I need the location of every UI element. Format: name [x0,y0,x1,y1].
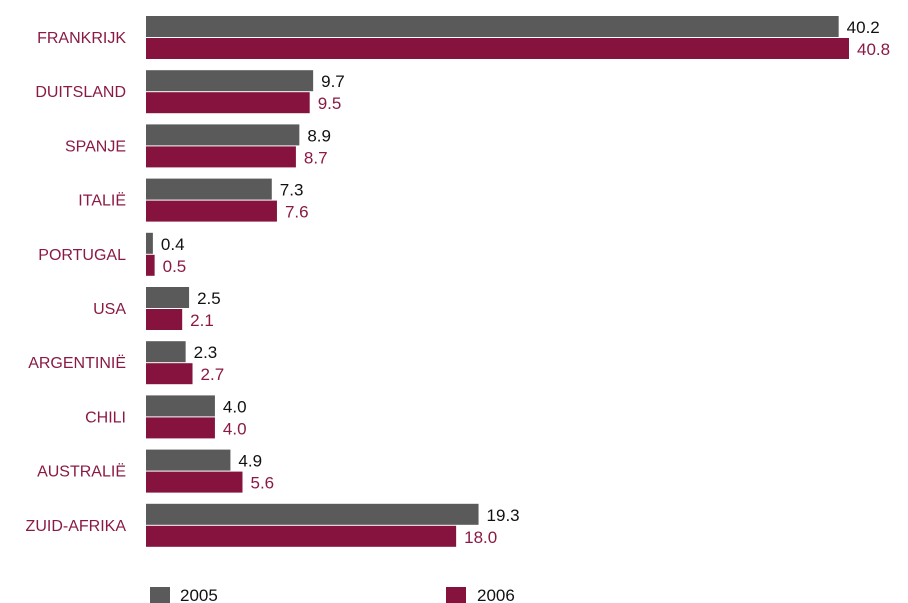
category-label: DUITSLAND [35,84,126,101]
bar-2006 [146,92,310,114]
bar-2005 [146,341,186,363]
bar-2006 [146,146,296,168]
bar-2005 [146,503,479,525]
category-label: AUSTRALIË [37,463,126,481]
value-label-2006: 9.5 [318,94,342,113]
value-label-2006: 2.7 [201,365,225,384]
legend-label-2005: 2005 [180,586,218,603]
category-label: SPANJE [65,138,126,155]
category-label: USA [93,301,126,318]
value-label-2006: 8.7 [304,148,328,167]
bar-2006 [146,254,155,276]
bar-2005 [146,395,215,417]
value-label-2005: 7.3 [280,181,304,200]
value-label-2006: 4.0 [223,419,247,438]
bar-2006 [146,417,215,439]
bar-2006 [146,309,183,330]
value-label-2006: 18.0 [464,528,497,547]
value-label-2005: 2.3 [194,343,218,362]
category-group: SPANJE 8.9 8.7 [65,124,331,168]
value-label-2005: 9.7 [321,72,345,91]
value-label-2006: 0.5 [163,257,187,276]
bar-2006 [146,471,243,493]
value-label-2005: 4.9 [238,452,262,471]
category-group: ITALIË 7.3 7.6 [78,178,309,222]
value-label-2005: 40.2 [847,18,880,37]
bar-2005 [146,449,231,471]
legend-swatch-2005 [150,587,170,603]
value-label-2006: 40.8 [857,40,890,59]
legend: 2005 2006 [150,586,515,603]
value-label-2005: 4.0 [223,397,247,416]
category-label: ZUID-AFRIKA [26,518,127,535]
value-label-2006: 2.1 [190,311,214,330]
bar-2005 [146,232,153,254]
bar-2005 [146,124,300,146]
value-label-2005: 19.3 [487,506,520,525]
value-label-2006: 5.6 [250,474,274,493]
bar-2005 [146,178,272,200]
category-group: AUSTRALIË 4.9 5.6 [37,449,274,493]
legend-label-2006: 2006 [477,586,515,603]
category-group: FRANKRIJK 40.2 40.8 [37,16,890,59]
bar-2006 [146,525,457,547]
bar-2005 [146,70,314,92]
value-label-2005: 8.9 [307,126,331,145]
bar-2006 [146,363,193,385]
bar-2006 [146,200,277,222]
plot-area: FRANKRIJK 40.2 40.8 DUITSLAND 9.7 9.5 SPANJE 8.… [26,16,890,547]
value-label-2006: 7.6 [285,203,309,222]
category-label: PORTUGAL [38,247,126,264]
value-label-2005: 0.4 [161,235,185,254]
value-label-2005: 2.5 [197,289,221,308]
category-label: FRANKRIJK [37,30,126,47]
category-label: ARGENTINIË [28,354,126,372]
bar-2005 [146,16,839,37]
category-label: CHILI [85,409,126,426]
category-group: USA 2.5 2.1 [93,287,221,330]
category-group: PORTUGAL 0.4 0.5 [38,232,187,276]
category-group: ARGENTINIË 2.3 2.7 [28,341,225,385]
category-group: ZUID-AFRIKA 19.3 18.0 [26,503,520,547]
category-label: ITALIË [78,192,126,210]
bar-2006 [146,38,849,59]
category-group: DUITSLAND 9.7 9.5 [35,70,345,114]
legend-swatch-2006 [446,587,466,603]
bar-2005 [146,287,190,308]
category-group: CHILI 4.0 4.0 [85,395,247,439]
